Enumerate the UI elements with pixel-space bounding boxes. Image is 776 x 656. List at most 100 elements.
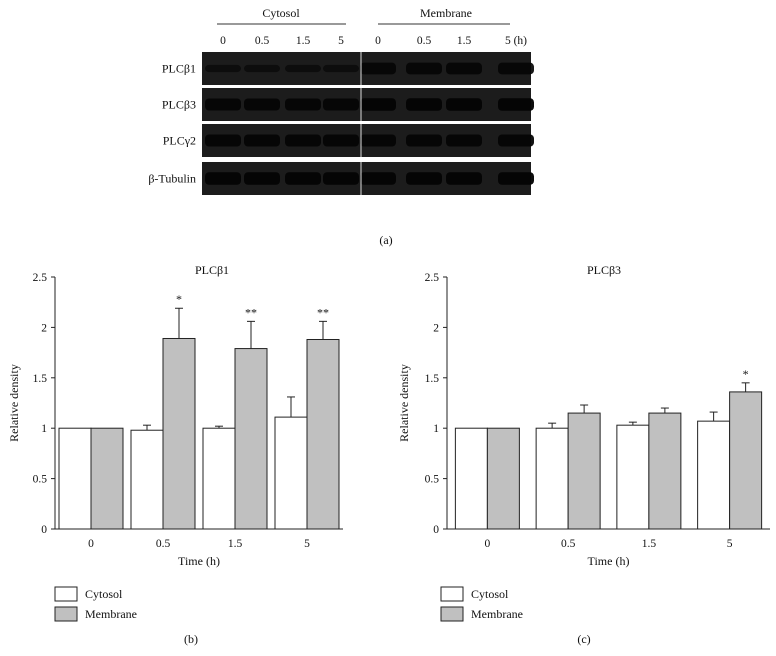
legend-label-membrane: Membrane <box>471 607 523 621</box>
blot-band <box>323 98 359 111</box>
bar-cytosol <box>130 429 164 530</box>
blot-band <box>446 134 482 147</box>
blot-band <box>244 98 280 111</box>
bar-membrane <box>567 412 601 530</box>
blot-band <box>406 172 442 185</box>
blot-row-label: PLCβ3 <box>162 98 196 112</box>
y-tick-label: 2.5 <box>425 272 440 284</box>
blot-lane-label: 0 <box>220 35 226 47</box>
legend-swatch-membrane <box>440 606 464 622</box>
x-axis-label: Time (h) <box>588 554 630 568</box>
blot-lane-label: 5 <box>338 35 344 47</box>
significance-marker: ** <box>317 305 329 319</box>
blot-band <box>205 98 241 111</box>
blot-row-label: PLCγ2 <box>163 134 196 148</box>
blot-band <box>285 172 321 185</box>
blot-band <box>244 64 280 73</box>
y-tick-label: 1 <box>433 423 439 435</box>
chart-title: PLCβ1 <box>195 263 229 277</box>
y-tick-label: 2 <box>41 322 47 334</box>
bar-cytosol <box>616 424 650 530</box>
y-tick-label: 1.5 <box>33 373 48 385</box>
blot-lane-label: 5 (h) <box>505 35 527 47</box>
blot-band <box>244 172 280 185</box>
blot-lane-label: 1.5 <box>296 35 311 47</box>
x-tick-label: 0.5 <box>561 538 576 550</box>
significance-marker: * <box>743 367 749 381</box>
blot-band <box>285 98 321 111</box>
western-blot-panel: Cytosol 0 0.5 1.5 5 Membrane 0 0.5 1.5 5 (h) PLCβ1… <box>148 6 534 195</box>
blot-lane-label: 0.5 <box>417 35 432 47</box>
legend-swatch-cytosol <box>440 586 464 602</box>
blot-band <box>244 134 280 147</box>
x-axis-label: Time (h) <box>178 554 220 568</box>
blot-band <box>205 172 241 185</box>
bar-cytosol <box>274 416 308 530</box>
blot-band <box>498 98 534 111</box>
x-tick-label: 0 <box>88 538 94 550</box>
significance-marker: * <box>176 292 182 306</box>
blot-row-label: β-Tubulin <box>148 172 196 186</box>
blot-lane-label: 0.5 <box>255 35 270 47</box>
blot-band <box>285 64 321 73</box>
y-axis-label: Relative density <box>397 364 411 442</box>
blot-group-label: Cytosol <box>262 6 300 20</box>
bar-cytosol <box>202 427 236 530</box>
y-tick-label: 0.5 <box>425 474 440 486</box>
blot-band <box>323 134 359 147</box>
legend-label-membrane: Membrane <box>85 607 137 621</box>
x-tick-label: 0.5 <box>156 538 171 550</box>
blot-row-label: PLCβ1 <box>162 62 196 76</box>
blot-band <box>360 98 396 111</box>
legend-label-cytosol: Cytosol <box>85 587 123 601</box>
bar-membrane <box>648 412 682 530</box>
blot-band <box>360 134 396 147</box>
legend-swatch-membrane <box>54 606 78 622</box>
blot-band <box>446 62 482 75</box>
y-tick-label: 1.5 <box>425 373 440 385</box>
panel-label-c: (c) <box>577 632 590 646</box>
y-tick-label: 1 <box>41 423 47 435</box>
blot-band <box>205 64 241 73</box>
bar-membrane <box>162 337 196 530</box>
blot-band <box>360 62 396 75</box>
panel-label-a: (a) <box>379 233 392 247</box>
panel-label-b: (b) <box>184 632 198 646</box>
bar-cytosol <box>454 427 488 530</box>
bar-membrane <box>729 391 763 530</box>
blot-band <box>406 98 442 111</box>
blot-lane-label: 0 <box>375 35 381 47</box>
chart-plcb1: PLCβ1 0 0.5 1 1.5 2 2.5 Relative density 0 0.5 * 1.… <box>7 263 343 622</box>
blot-band <box>205 134 241 147</box>
bar-membrane <box>306 338 340 530</box>
bar-cytosol <box>697 420 731 530</box>
blot-band <box>285 134 321 147</box>
blot-band <box>360 172 396 185</box>
chart-title: PLCβ3 <box>587 263 621 277</box>
x-tick-label: 0 <box>485 538 491 550</box>
blot-band <box>446 98 482 111</box>
blot-band <box>498 134 534 147</box>
x-tick-label: 1.5 <box>228 538 243 550</box>
bar-cytosol <box>535 427 569 530</box>
x-tick-label: 5 <box>304 538 310 550</box>
blot-band <box>323 64 359 73</box>
y-axis-label: Relative density <box>7 364 21 442</box>
chart-plcb3: PLCβ3 0 0.5 1 1.5 2 2.5 Relative density 0 0.5 1.5… <box>397 263 770 622</box>
x-tick-label: 5 <box>727 538 733 550</box>
y-tick-label: 0 <box>41 524 47 536</box>
y-tick-label: 2.5 <box>33 272 48 284</box>
blot-band <box>406 62 442 75</box>
y-tick-label: 0.5 <box>33 474 48 486</box>
blot-band <box>498 62 534 75</box>
blot-band <box>406 134 442 147</box>
blot-band <box>323 172 359 185</box>
x-tick-label: 1.5 <box>642 538 657 550</box>
y-tick-label: 0 <box>433 524 439 536</box>
bar-membrane <box>486 427 520 530</box>
blot-band <box>498 172 534 185</box>
blot-lane-label: 1.5 <box>457 35 472 47</box>
blot-band <box>446 172 482 185</box>
bar-membrane <box>90 427 124 530</box>
